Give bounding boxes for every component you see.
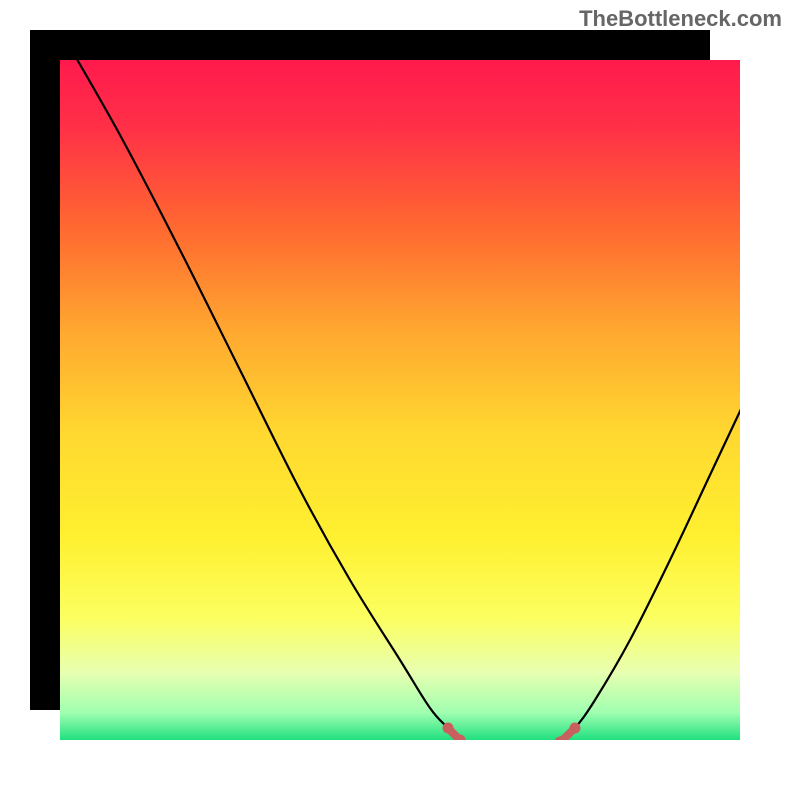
- chart-container: TheBottleneck.com: [0, 0, 800, 800]
- optimum-marker-dot: [570, 723, 581, 734]
- optimum-marker-band: [60, 60, 740, 740]
- optimum-marker-dot: [443, 723, 454, 734]
- watermark-text: TheBottleneck.com: [579, 6, 782, 32]
